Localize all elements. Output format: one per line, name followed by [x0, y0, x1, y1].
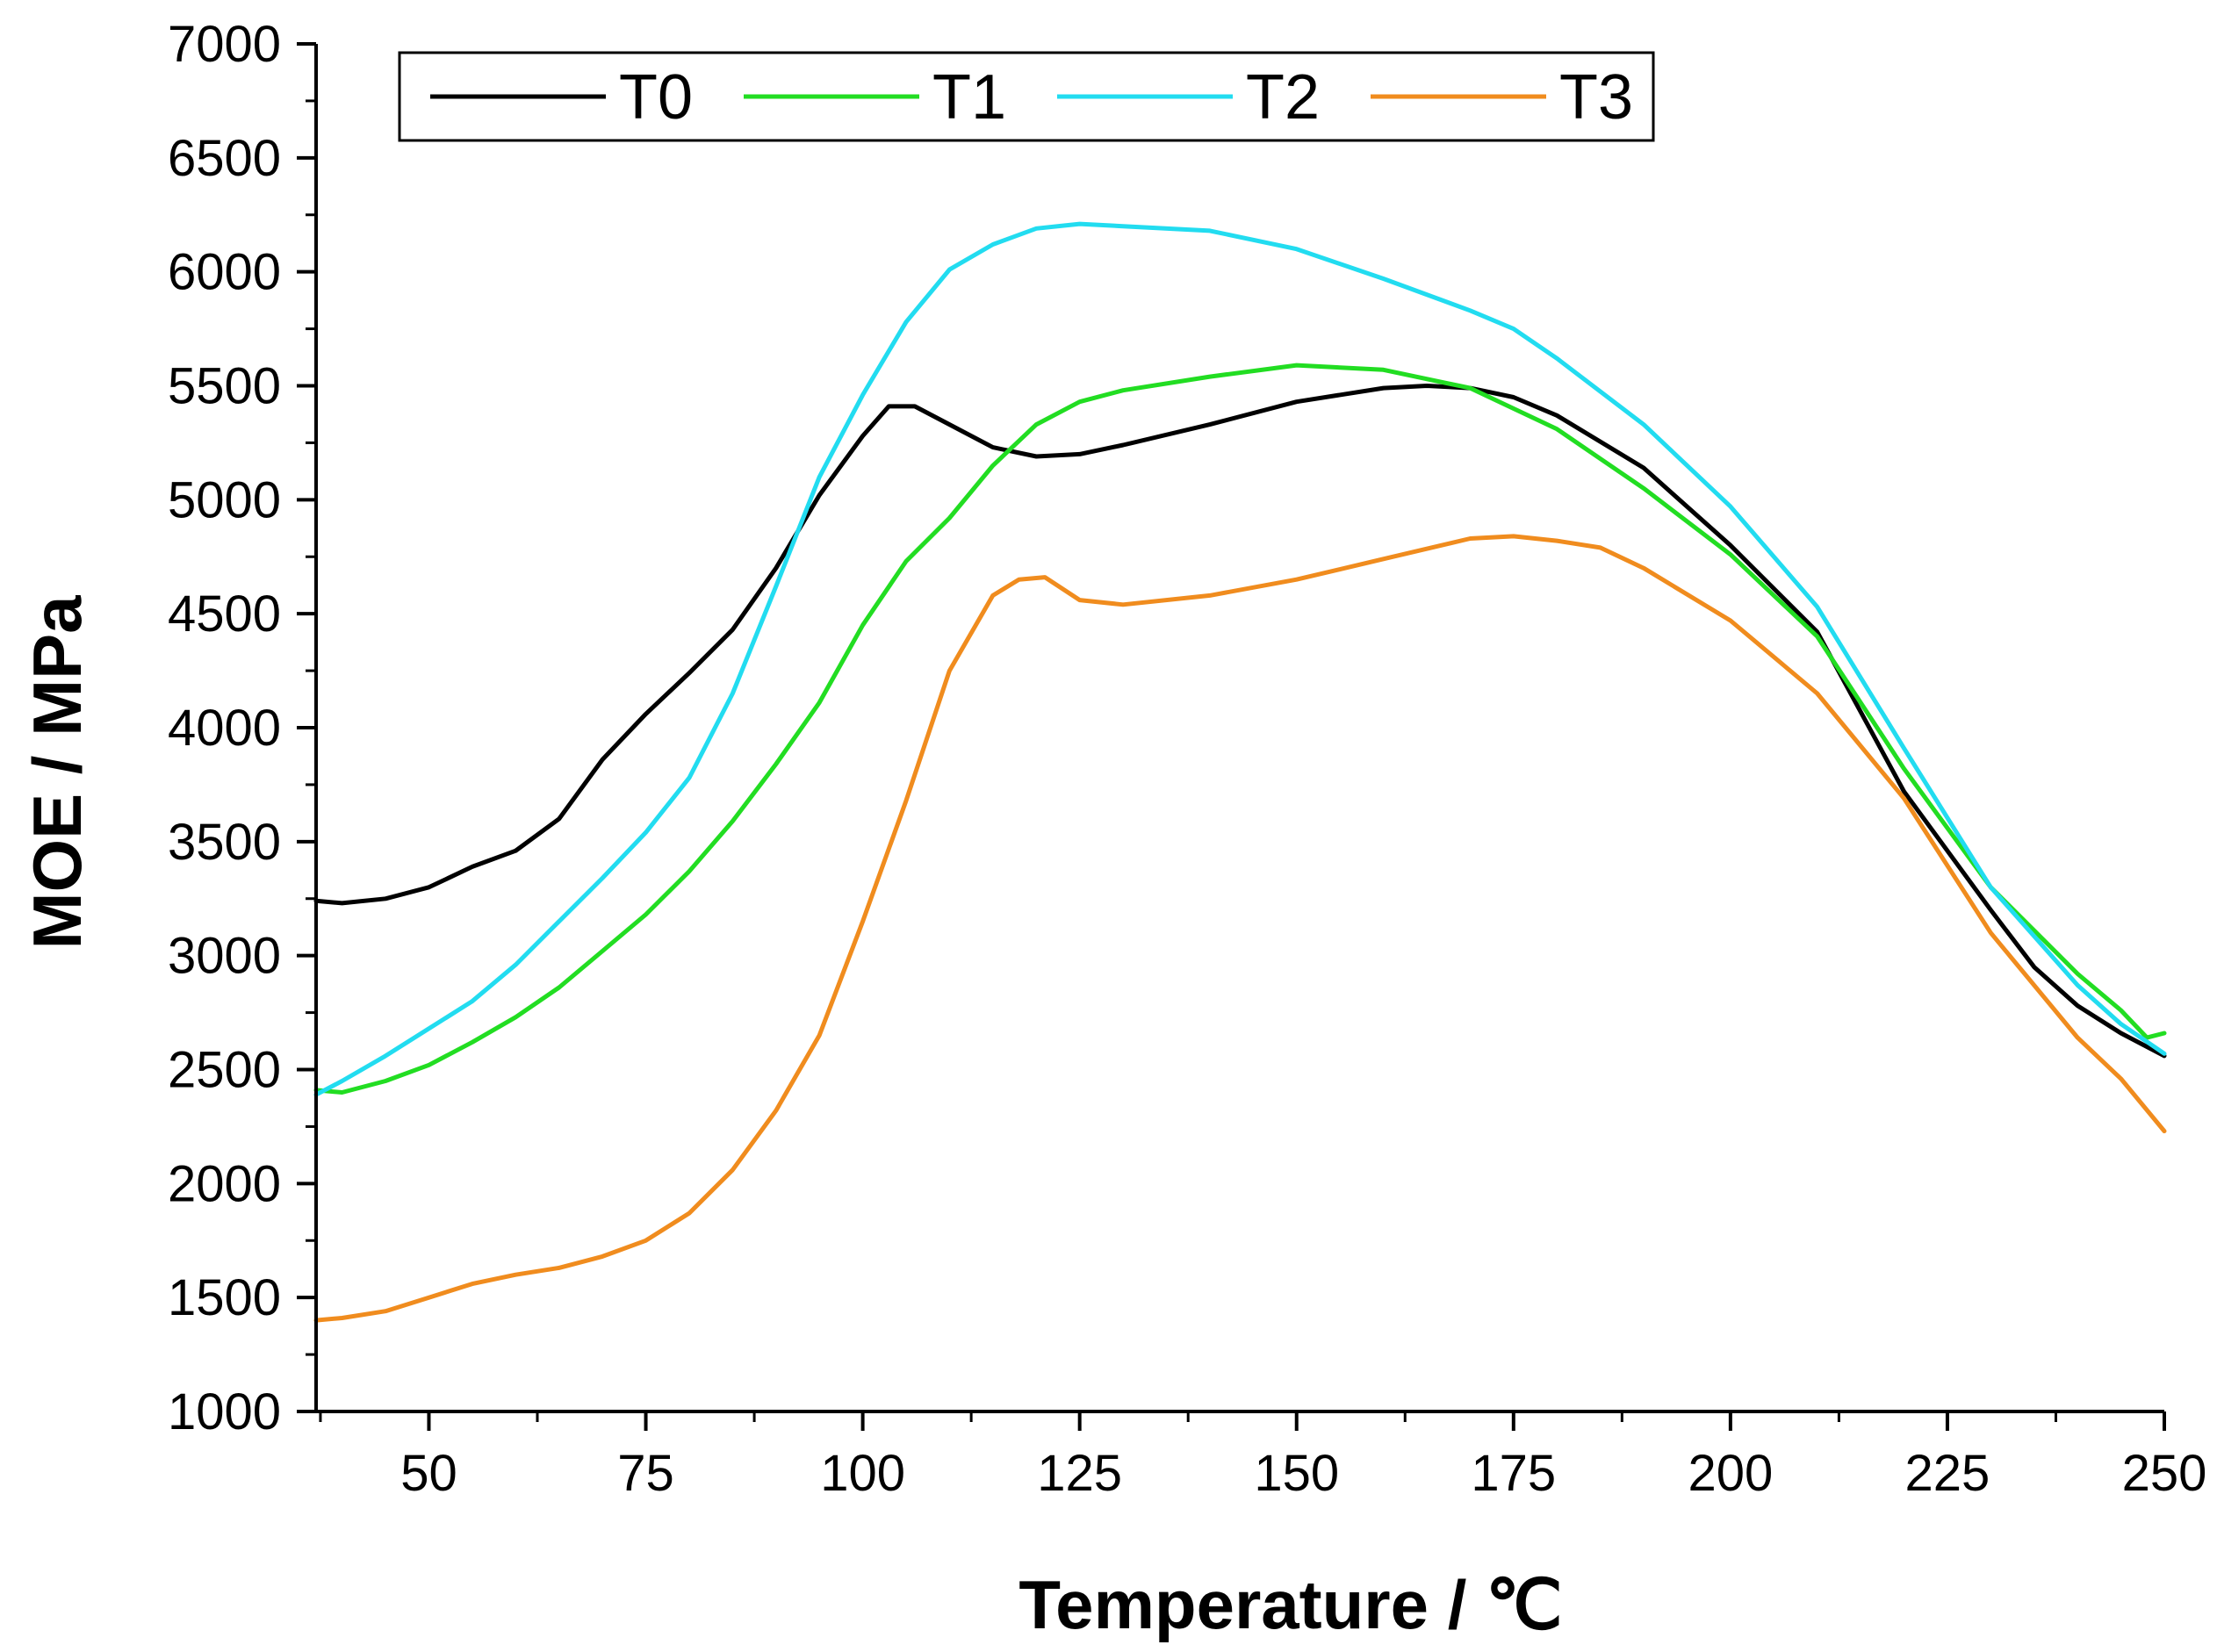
x-tick-label: 100	[820, 1445, 905, 1502]
y-tick-label: 2000	[168, 1155, 281, 1212]
y-tick-label: 3000	[168, 928, 281, 985]
series-line-T1	[313, 363, 2167, 1095]
x-tick-label: 175	[1471, 1445, 1556, 1502]
y-axis-title: MOE / MPa	[18, 595, 96, 950]
y-tick-label: 2500	[168, 1042, 281, 1099]
legend-label-T1: T1	[932, 62, 1006, 133]
series-layer	[313, 221, 2167, 1323]
legend-label-T0: T0	[619, 62, 693, 133]
legend: T0 T1 T2 T3	[398, 51, 1655, 142]
y-tick-label: 7000	[168, 16, 281, 73]
y-tick-label: 4500	[168, 585, 281, 643]
x-tick-label: 50	[400, 1445, 457, 1502]
series-line-T3	[313, 534, 2167, 1323]
x-tick-label: 200	[1688, 1445, 1773, 1502]
x-axis-title: Temperature / ℃	[1019, 1566, 1562, 1643]
y-tick-label: 6500	[168, 130, 281, 187]
axes-layer: 1000 1500 2000 2500 3000 3500 4000 4500 5000 5500…	[168, 16, 2206, 1502]
x-tick-label: 225	[1905, 1445, 1990, 1502]
y-tick-label: 3500	[168, 814, 281, 871]
series-line-T2	[313, 221, 2167, 1097]
x-tick-label: 75	[617, 1445, 674, 1502]
x-tick-label: 125	[1037, 1445, 1122, 1502]
legend-label-T3: T3	[1559, 62, 1633, 133]
y-tick-label: 5500	[168, 358, 281, 415]
y-tick-label: 5000	[168, 471, 281, 528]
y-tick-label: 4000	[168, 700, 281, 757]
x-tick-label: 150	[1254, 1445, 1339, 1502]
y-tick-label: 1500	[168, 1269, 281, 1326]
series-line-T0	[313, 384, 2167, 1059]
y-tick-label: 1000	[168, 1383, 281, 1440]
y-tick-label: 6000	[168, 244, 281, 301]
x-tick-label: 250	[2122, 1445, 2207, 1502]
legend-label-T2: T2	[1246, 62, 1320, 133]
